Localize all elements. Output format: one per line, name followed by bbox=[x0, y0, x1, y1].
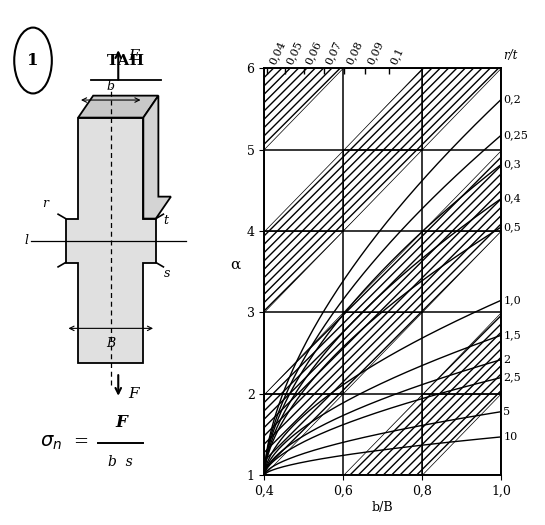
Text: 0,25: 0,25 bbox=[504, 130, 528, 140]
Polygon shape bbox=[65, 118, 156, 363]
Text: 0,04: 0,04 bbox=[268, 39, 287, 66]
Text: 0,06: 0,06 bbox=[304, 39, 323, 66]
Text: 2: 2 bbox=[504, 354, 511, 364]
X-axis label: b/B: b/B bbox=[372, 501, 393, 513]
Text: 0,2: 0,2 bbox=[504, 94, 521, 104]
Text: 0,4: 0,4 bbox=[504, 193, 521, 204]
Text: r: r bbox=[42, 197, 48, 210]
Text: 10: 10 bbox=[504, 432, 518, 442]
Text: 0,5: 0,5 bbox=[504, 222, 521, 232]
Text: 1,5: 1,5 bbox=[504, 330, 521, 340]
Text: b  s: b s bbox=[108, 455, 133, 469]
Text: 1,0: 1,0 bbox=[504, 295, 521, 305]
Text: =: = bbox=[73, 434, 88, 452]
Text: 0,08: 0,08 bbox=[344, 39, 364, 66]
Text: F: F bbox=[115, 414, 126, 431]
Text: ТАН: ТАН bbox=[107, 54, 145, 68]
Text: F: F bbox=[128, 49, 139, 63]
Text: 0,07: 0,07 bbox=[324, 39, 343, 66]
Text: $\mathit{\sigma}_n$: $\mathit{\sigma}_n$ bbox=[40, 433, 62, 452]
Text: r/t: r/t bbox=[504, 49, 518, 62]
Text: 5: 5 bbox=[504, 407, 511, 417]
Text: b: b bbox=[107, 80, 115, 93]
Text: 2,5: 2,5 bbox=[504, 372, 521, 383]
Text: 1: 1 bbox=[27, 52, 39, 69]
Text: 0,09: 0,09 bbox=[365, 39, 385, 66]
Text: F: F bbox=[128, 387, 139, 401]
Polygon shape bbox=[78, 96, 159, 118]
Text: B: B bbox=[106, 337, 116, 350]
Text: s: s bbox=[164, 267, 169, 280]
Text: 0,1: 0,1 bbox=[389, 46, 405, 66]
Text: 0,05: 0,05 bbox=[285, 39, 305, 66]
Text: 0,3: 0,3 bbox=[504, 159, 521, 169]
Polygon shape bbox=[143, 96, 171, 218]
Text: t: t bbox=[164, 214, 168, 227]
Y-axis label: α: α bbox=[231, 258, 240, 272]
Text: l: l bbox=[24, 234, 28, 247]
